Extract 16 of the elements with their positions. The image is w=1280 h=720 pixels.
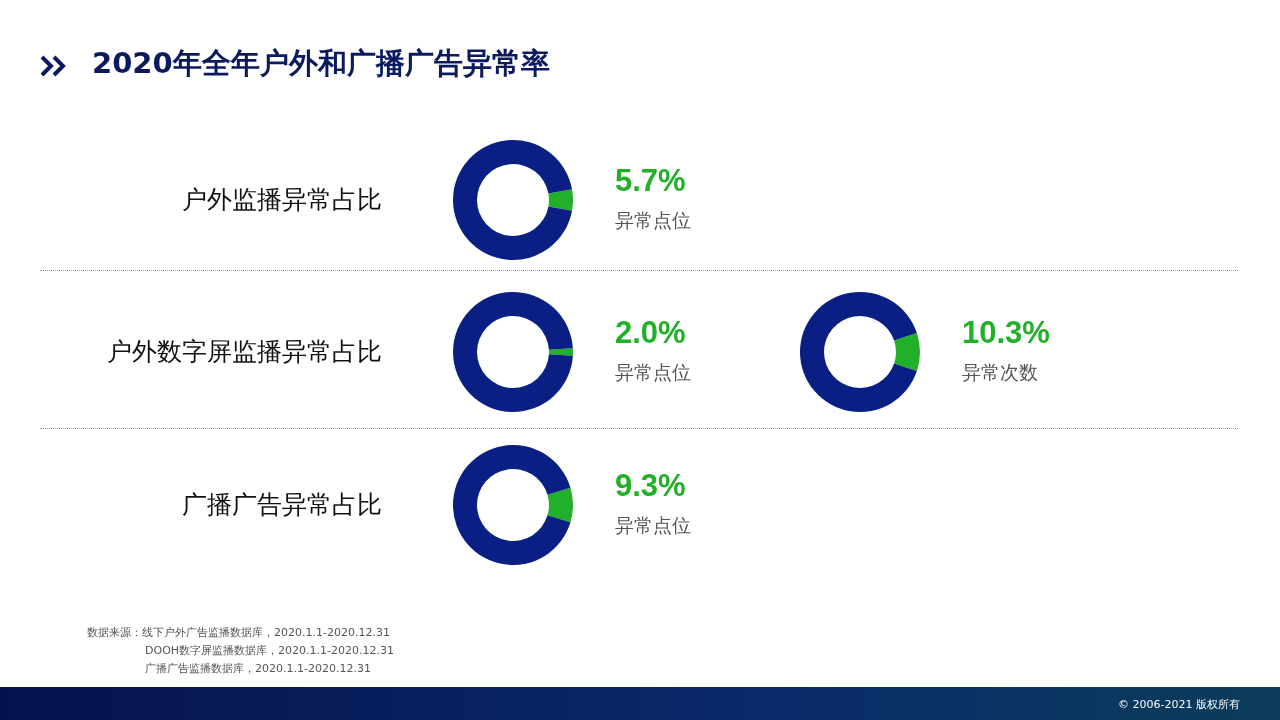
slice-label: 异常点位	[615, 208, 691, 233]
data-label: 2.0%	[615, 315, 686, 351]
text: DOOH数字屏监播数据库，2020.1.1-2020.12.31	[145, 643, 394, 658]
data-label: 5.7%	[615, 163, 686, 199]
text: 户外数字屏监播异常占比	[107, 336, 382, 368]
text: © 2006-2021 版权所有	[1118, 697, 1240, 712]
source-note: 数据来源：线下户外广告监播数据库，2020.1.1-2020.12.31	[87, 625, 390, 640]
slice-label: 异常点位	[615, 513, 691, 538]
text: 广播广告异常占比	[182, 489, 382, 521]
text: 广播广告监播数据库，2020.1.1-2020.12.31	[145, 661, 371, 676]
slice-label: 异常点位	[615, 360, 691, 385]
data-label: 9.3%	[615, 468, 686, 504]
slice-label: 异常次数	[962, 360, 1038, 385]
text: 户外监播异常占比	[182, 184, 382, 216]
chart-title: 2020年全年户外和广播广告异常率	[92, 45, 550, 82]
data-label: 10.3%	[962, 315, 1050, 351]
